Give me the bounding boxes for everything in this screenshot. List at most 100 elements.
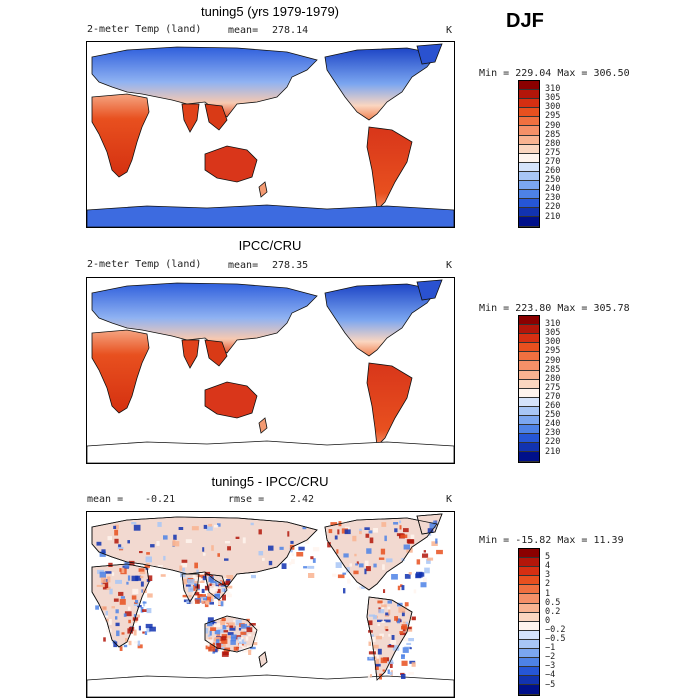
difference-patch — [373, 528, 378, 533]
colorbar-tick-label: 240 — [545, 184, 561, 195]
difference-patch — [423, 550, 426, 553]
difference-patch — [245, 636, 249, 641]
difference-patch — [403, 544, 410, 550]
colorbar-tick-label: 220 — [545, 437, 561, 448]
difference-patch — [124, 611, 132, 617]
difference-patch — [142, 601, 147, 604]
colorbar-tick-label: 210 — [545, 446, 561, 457]
difference-patch — [208, 576, 214, 583]
africa-land — [91, 329, 150, 414]
mean-label: mean= — [228, 25, 259, 36]
eurasia-land — [91, 282, 318, 354]
difference-patch — [366, 548, 372, 554]
greenland-outline — [416, 513, 443, 535]
colorbar-swatch — [519, 190, 539, 200]
colorbar-swatch — [519, 452, 539, 462]
difference-patch — [96, 584, 104, 587]
south-america-land — [366, 126, 413, 211]
difference-patch — [185, 584, 191, 587]
difference-patch — [132, 617, 139, 621]
colorbar-swatch — [519, 343, 539, 353]
difference-patch — [337, 529, 340, 535]
difference-patch — [137, 644, 143, 649]
difference-patch — [210, 627, 217, 631]
difference-patch — [205, 596, 212, 602]
difference-patch — [107, 536, 112, 541]
difference-patch — [202, 552, 206, 556]
difference-patch — [214, 593, 220, 599]
difference-patch — [411, 662, 416, 667]
difference-patch — [248, 634, 252, 637]
colorbar-tick-label: −0.5 — [545, 634, 566, 644]
difference-patch — [349, 563, 352, 567]
map-panel-diff — [86, 511, 455, 698]
difference-patch — [312, 547, 320, 552]
difference-patch — [291, 553, 295, 556]
difference-patch — [416, 559, 421, 565]
colorbar-tick-label: 250 — [545, 410, 561, 421]
difference-patch — [359, 528, 362, 532]
difference-patch — [129, 560, 135, 566]
difference-patch — [113, 525, 117, 529]
difference-patch — [367, 674, 371, 680]
difference-patch — [239, 641, 247, 645]
difference-patch — [408, 572, 412, 575]
difference-patch — [182, 567, 185, 572]
mean-label: mean= — [228, 260, 259, 271]
difference-patch — [208, 584, 216, 590]
colorbar-swatch — [519, 361, 539, 371]
min-max-readout: Min = 223.80 Max = 305.78 — [467, 292, 630, 314]
difference-patch — [332, 573, 337, 577]
difference-patch — [364, 527, 370, 530]
seasia-outline — [204, 573, 228, 601]
colorbar-swatch — [519, 649, 539, 659]
colorbar-tick-label: −2 — [545, 652, 556, 663]
difference-patch — [228, 622, 235, 628]
difference-patch — [204, 585, 210, 591]
difference-patch — [95, 605, 99, 610]
difference-patch — [242, 537, 246, 544]
difference-patch — [403, 637, 409, 642]
colorbar-swatch — [519, 126, 539, 136]
colorbar-swatch — [519, 81, 539, 91]
difference-patch — [336, 549, 339, 554]
difference-patch — [238, 643, 242, 647]
difference-patch — [221, 587, 224, 592]
africa-outline — [91, 563, 150, 648]
colorbar-tick-label: 0 — [545, 615, 551, 626]
difference-patch — [384, 626, 389, 630]
difference-patch — [101, 549, 106, 554]
colorbar-tick-label: −5 — [545, 679, 556, 690]
difference-patch — [422, 553, 429, 558]
difference-patch — [386, 558, 393, 563]
difference-patch — [100, 577, 107, 583]
difference-patch — [373, 563, 377, 568]
difference-patch — [111, 606, 115, 609]
difference-patch — [368, 620, 373, 626]
difference-patch — [305, 539, 310, 544]
southeast-asia-land — [204, 339, 228, 367]
difference-patch — [222, 582, 229, 585]
difference-patch — [401, 585, 405, 591]
difference-patch — [387, 606, 391, 610]
difference-patch — [335, 562, 342, 568]
difference-patch — [222, 625, 227, 630]
difference-patch — [371, 634, 374, 637]
difference-patch — [377, 648, 382, 655]
difference-patch — [394, 528, 398, 533]
difference-patch — [216, 643, 222, 649]
difference-patch — [186, 601, 193, 604]
colorbar-tick-label: 3 — [545, 570, 551, 581]
difference-patch — [400, 534, 408, 538]
difference-patch — [390, 640, 397, 645]
colorbar-tick-label: 275 — [545, 382, 561, 393]
difference-patch — [230, 634, 237, 639]
colorbar-swatch — [519, 639, 539, 650]
difference-patch — [127, 575, 131, 581]
difference-patch — [107, 576, 111, 583]
difference-patch — [101, 606, 107, 611]
difference-patch — [383, 589, 386, 593]
difference-patch — [224, 541, 231, 544]
difference-patch — [356, 587, 362, 590]
difference-patch — [403, 528, 409, 533]
